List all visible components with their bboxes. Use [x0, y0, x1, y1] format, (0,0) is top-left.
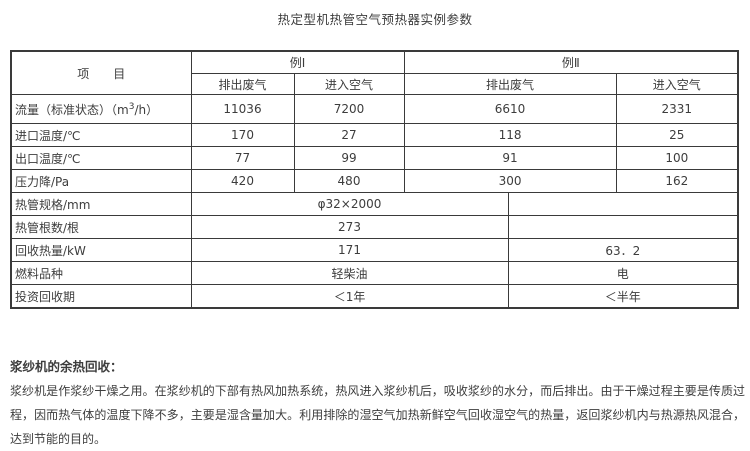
cell-inlet-3: 118	[403, 123, 617, 147]
cell-payback-right: ＜半年	[507, 284, 739, 309]
cell-flow-1: 11036	[190, 94, 295, 124]
row-label-payback-period: 投资回收期	[10, 284, 192, 309]
header-case1: 例Ⅰ	[190, 50, 405, 74]
section-heading: 浆纱机的余热回收：	[10, 359, 123, 374]
cell-outlet-4: 100	[615, 146, 739, 170]
header-case1-exhaust: 排出废气	[190, 73, 295, 95]
row-label-outlet-temp: 出口温度/℃	[10, 146, 192, 170]
cell-inlet-1: 170	[190, 123, 295, 147]
cell-inlet-2: 27	[293, 123, 405, 147]
row-label-pressure-drop: 压力降/Pa	[10, 169, 192, 193]
parameters-table: 项 目 例Ⅰ 例Ⅱ 排出废气 进入空气 排出废气 进入空气 流量（标准状态）（m…	[10, 50, 740, 309]
table-row-pipe-spec: 热管规格/mm φ32×2000	[10, 192, 739, 216]
table-row-pressure-drop: 压力降/Pa 420 480 300 162	[10, 169, 739, 193]
cell-heat-left: 171	[190, 238, 509, 262]
table-row-outlet-temp: 出口温度/℃ 77 99 91 100	[10, 146, 739, 170]
table-row-pipe-count: 热管根数/根 273	[10, 215, 739, 239]
table-row-payback-period: 投资回收期 ＜1年 ＜半年	[10, 284, 739, 309]
row-label-inlet-temp: 进口温度/℃	[10, 123, 192, 147]
cell-fuel-left: 轻柴油	[190, 261, 509, 285]
table-row-fuel-type: 燃料品种 轻柴油 电	[10, 261, 739, 285]
cell-outlet-3: 91	[403, 146, 617, 170]
row-label-pipe-spec: 热管规格/mm	[10, 192, 192, 216]
row-label-heat-recovered: 回收热量/kW	[10, 238, 192, 262]
cell-pipe-spec-right	[507, 192, 739, 216]
cell-inlet-4: 25	[615, 123, 739, 147]
header-case2: 例Ⅱ	[403, 50, 739, 74]
row-label-pipe-count: 热管根数/根	[10, 215, 192, 239]
flow-label-pre: 流量（标准状态）（m	[15, 102, 129, 117]
cell-payback-left: ＜1年	[190, 284, 509, 309]
cell-pressure-4: 162	[615, 169, 739, 193]
cell-flow-3: 6610	[403, 94, 617, 124]
table-header-row-groups: 项 目 例Ⅰ 例Ⅱ	[10, 50, 739, 95]
cell-pressure-2: 480	[293, 169, 405, 193]
page-title: 热定型机热管空气预热器实例参数	[277, 12, 473, 27]
cell-heat-right: 63．2	[507, 238, 739, 262]
flow-label-post: /h）	[134, 102, 159, 117]
header-item: 项 目	[10, 50, 192, 95]
header-case2-exhaust: 排出废气	[403, 73, 617, 95]
cell-outlet-1: 77	[190, 146, 295, 170]
cell-pipe-count-right	[507, 215, 739, 239]
table-row-inlet-temp: 进口温度/℃ 170 27 118 25	[10, 123, 739, 147]
header-case1-intake: 进入空气	[293, 73, 405, 95]
cell-pressure-3: 300	[403, 169, 617, 193]
cell-fuel-right: 电	[507, 261, 739, 285]
table-row-heat-recovered: 回收热量/kW 171 63．2	[10, 238, 739, 262]
header-case2-intake: 进入空气	[615, 73, 739, 95]
table-row-flow: 流量（标准状态）（m3/h） 11036 7200 6610 2331	[10, 94, 739, 124]
cell-flow-4: 2331	[615, 94, 739, 124]
cell-pipe-count-left: 273	[190, 215, 509, 239]
flow-label-sup: 3	[128, 101, 135, 112]
cell-pipe-spec-left: φ32×2000	[190, 192, 509, 216]
cell-pressure-1: 420	[190, 169, 295, 193]
section-paragraph: 浆纱机是作浆纱干燥之用。在浆纱机的下部有热风加热系统，热风进入浆纱机后，吸收浆纱…	[10, 384, 745, 446]
cell-flow-2: 7200	[293, 94, 405, 124]
recovery-section: 浆纱机的余热回收： 浆纱机是作浆纱干燥之用。在浆纱机的下部有热风加热系统，热风进…	[10, 355, 745, 451]
row-label-fuel-type: 燃料品种	[10, 261, 192, 285]
row-label-flow: 流量（标准状态）（m3/h）	[10, 94, 192, 124]
cell-outlet-2: 99	[293, 146, 405, 170]
